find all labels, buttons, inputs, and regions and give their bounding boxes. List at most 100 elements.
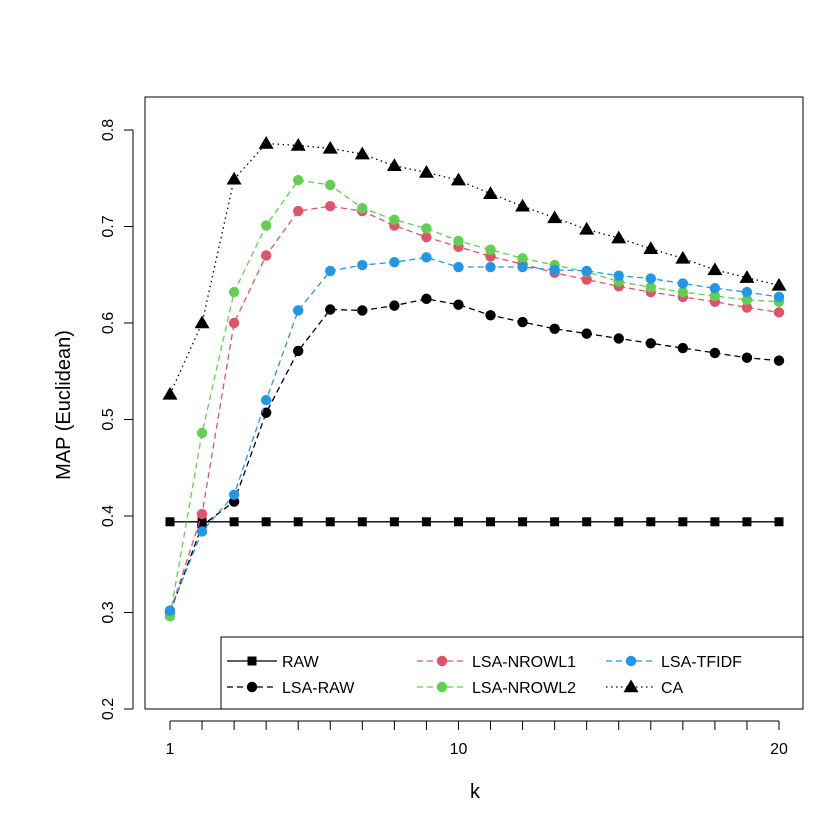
data-point (293, 345, 304, 357)
data-point (421, 231, 432, 243)
x-tick-label: 10 (450, 741, 468, 758)
data-point (421, 223, 432, 234)
y-tick-label: 0.5 (100, 408, 117, 430)
data-point (645, 338, 656, 349)
data-point (389, 517, 399, 527)
data-point (196, 526, 208, 537)
data-point (483, 186, 499, 199)
data-point (581, 328, 592, 339)
data-point (677, 286, 689, 298)
data-point (646, 517, 656, 527)
data-point (453, 235, 464, 247)
data-point (357, 517, 367, 527)
data-point (579, 221, 595, 235)
data-point (582, 517, 592, 527)
data-point (357, 259, 368, 271)
data-point (162, 386, 178, 400)
data-point (549, 323, 560, 334)
data-point (611, 230, 627, 244)
series-line (169, 205, 780, 613)
data-point (773, 291, 785, 303)
data-point (293, 305, 304, 316)
data-point (677, 342, 689, 354)
legend-marker (623, 679, 639, 693)
data-point (517, 261, 528, 273)
data-point (165, 517, 175, 527)
legend: RAW LSA-RAW LSA-NROWL1 LSA-NROWL2 LSA-TFIDF C… (220, 636, 804, 710)
data-point (389, 300, 400, 311)
data-point (485, 310, 496, 321)
data-point (293, 517, 303, 527)
data-point (485, 261, 496, 273)
data-point (260, 407, 272, 418)
data-point (325, 517, 335, 527)
data-point (226, 171, 242, 185)
data-point (354, 146, 370, 160)
data-point (322, 140, 338, 154)
legend-marker (436, 681, 448, 693)
y-tick-label: 0.6 (100, 312, 117, 334)
data-point (614, 517, 624, 527)
data-point (709, 290, 721, 302)
data-point (771, 277, 787, 291)
data-point (485, 244, 496, 255)
data-point (325, 265, 336, 277)
legend-box (220, 636, 804, 710)
data-point (773, 355, 785, 366)
x-tick-label: 20 (770, 741, 788, 758)
data-point (550, 517, 560, 527)
series-line (169, 179, 780, 617)
data-point (741, 302, 753, 313)
data-point (709, 347, 721, 359)
data-point (643, 241, 659, 254)
y-tick-label: 0.7 (100, 215, 117, 237)
legend-label: LSA-NROWL1 (472, 654, 576, 671)
data-point (515, 198, 531, 212)
data-point (453, 517, 463, 527)
legend-marker (246, 681, 258, 693)
data-point (261, 517, 271, 527)
series-ca (162, 136, 787, 400)
data-point (228, 489, 240, 500)
y-tick-label: 0.8 (100, 119, 117, 141)
legend-marker (436, 655, 448, 667)
data-point (549, 264, 560, 276)
data-point (741, 294, 753, 306)
data-point (228, 317, 240, 329)
data-point (581, 265, 592, 277)
data-point (290, 137, 306, 151)
data-point (325, 201, 336, 212)
data-point (196, 508, 208, 520)
data-point (325, 179, 336, 191)
data-point (645, 282, 656, 293)
series-layer (162, 136, 787, 622)
data-point (739, 270, 755, 283)
y-tick-label: 0.4 (100, 505, 117, 527)
data-point (773, 307, 785, 318)
data-point (357, 202, 368, 214)
y-tick-label: 0.3 (100, 601, 117, 623)
data-point (258, 136, 274, 149)
legend-item: RAW (227, 654, 320, 671)
data-point (293, 205, 304, 217)
legend-label: LSA-TFIDF (661, 654, 742, 671)
x-axis-label: k (470, 781, 481, 803)
data-point (741, 286, 753, 298)
data-point (707, 262, 723, 276)
legend-item: LSA-TFIDF (606, 654, 742, 671)
legend-label: CA (661, 680, 684, 697)
legend-item: LSA-NROWL1 (417, 654, 576, 671)
data-point (675, 250, 691, 264)
data-point (293, 174, 304, 186)
legend-label: RAW (282, 654, 320, 671)
data-point (453, 261, 464, 273)
data-point (260, 220, 272, 231)
data-point (613, 270, 624, 281)
data-point (742, 517, 752, 527)
data-point (421, 293, 432, 305)
data-point (518, 517, 528, 527)
data-point (421, 252, 432, 263)
data-point (194, 315, 210, 329)
data-point (453, 299, 464, 310)
x-tick-label: 1 (166, 741, 175, 758)
